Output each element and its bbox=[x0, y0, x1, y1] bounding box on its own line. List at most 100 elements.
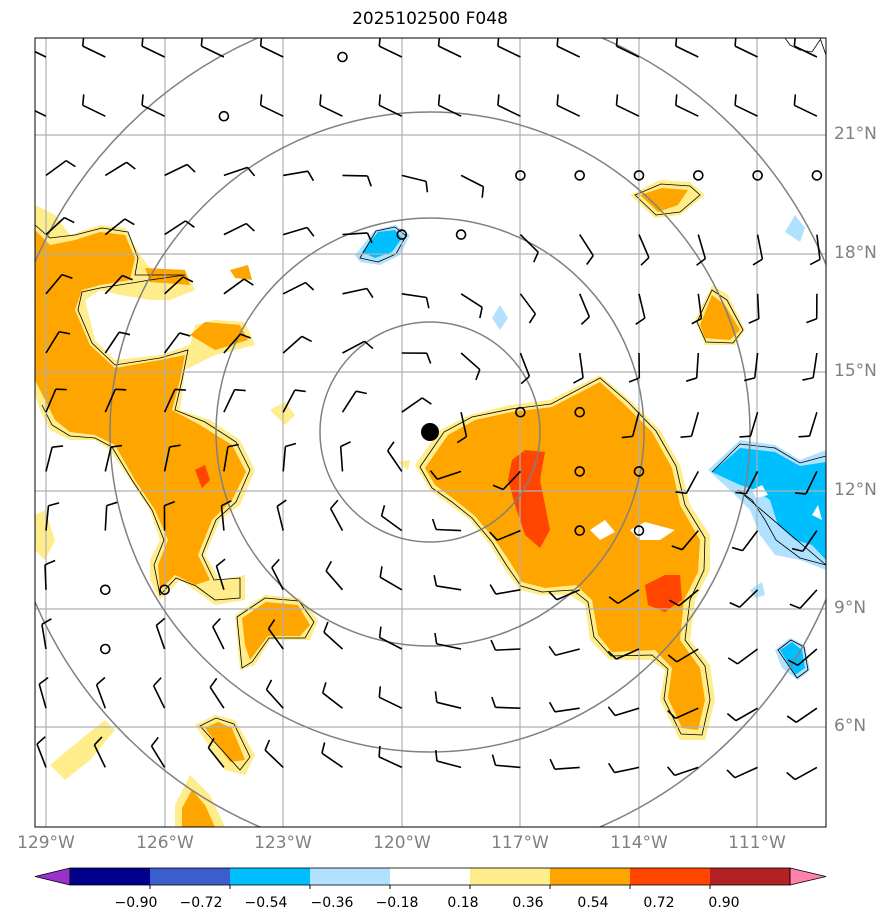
wind-barb-feather bbox=[431, 518, 437, 530]
wind-barb-feather bbox=[731, 546, 743, 552]
wind-barb-shaft bbox=[794, 104, 818, 117]
calm-wind-marker bbox=[218, 110, 230, 122]
wind-barb-shaft bbox=[497, 104, 521, 117]
wind-barb-feather bbox=[556, 94, 559, 106]
wind-barb-feather bbox=[786, 771, 796, 781]
calm-wind-marker bbox=[811, 170, 823, 181]
wind-barb-feather bbox=[607, 706, 616, 717]
wind-barb-shaft bbox=[460, 352, 481, 371]
wind-barb-feather bbox=[793, 38, 796, 47]
lon-label-114: 114°W bbox=[610, 833, 668, 853]
wind-barb-shaft bbox=[436, 528, 462, 532]
wind-barb-shaft bbox=[816, 234, 821, 260]
lon-label-129: 129°W bbox=[17, 833, 75, 853]
wind-barb-shaft bbox=[282, 226, 308, 236]
colorbar-frame bbox=[69, 867, 791, 886]
wind-barb-feather bbox=[169, 444, 181, 448]
wind-barb-feather bbox=[243, 278, 254, 286]
lat-label-6: 6°N bbox=[834, 716, 867, 736]
wind-barb-feather bbox=[735, 491, 747, 495]
wind-barb-feather bbox=[52, 445, 64, 448]
wind-barb-shaft bbox=[95, 684, 107, 709]
wind-barb-shaft bbox=[82, 45, 106, 58]
wind-barb-feather bbox=[680, 435, 692, 438]
wind-barb-shaft bbox=[271, 567, 284, 591]
wind-barb-shaft bbox=[321, 752, 343, 769]
graticule bbox=[35, 38, 826, 827]
wind-barb-feather bbox=[798, 435, 810, 438]
wind-barb-feather bbox=[793, 94, 797, 106]
wind-barb-feather bbox=[58, 330, 71, 335]
wind-barb-feather bbox=[809, 258, 821, 266]
calm-wind-marker bbox=[455, 229, 467, 240]
wind-barb-shaft bbox=[104, 505, 108, 531]
wind-barb-feather bbox=[532, 251, 539, 263]
wind-barb-feather bbox=[675, 491, 687, 495]
wind-barb-feather bbox=[691, 317, 702, 325]
wind-barb-feather bbox=[548, 701, 556, 713]
wind-barb-shaft bbox=[342, 232, 368, 236]
wind-barb-feather bbox=[366, 232, 373, 244]
lon-label-117: 117°W bbox=[491, 833, 549, 853]
wind-barb-shaft bbox=[745, 471, 759, 495]
wind-barb-feather bbox=[174, 388, 186, 391]
wind-barb-shaft bbox=[495, 706, 521, 709]
wind-barb-shaft bbox=[734, 766, 758, 779]
wind-barb-shaft bbox=[401, 293, 427, 299]
wind-barb-shaft bbox=[163, 446, 171, 472]
wind-barb-feather bbox=[426, 352, 432, 364]
wind-barb-feather bbox=[667, 766, 676, 776]
wind-barb-shaft bbox=[614, 766, 640, 774]
colorbar-segment bbox=[230, 868, 311, 885]
wind-barb-shaft bbox=[675, 45, 699, 58]
wind-barb-shaft bbox=[737, 648, 759, 665]
map-title: 2025102500 F048 bbox=[352, 9, 508, 29]
wind-barb-shaft bbox=[615, 648, 640, 660]
wind-barb-feather bbox=[489, 584, 497, 595]
colorbar-segment bbox=[310, 868, 391, 885]
wind-barb-feather bbox=[330, 499, 339, 510]
wind-barb-shaft bbox=[681, 530, 699, 551]
wind-barb-shaft bbox=[319, 104, 343, 117]
wind-barb-feather bbox=[789, 603, 801, 610]
wind-barb-shaft bbox=[735, 707, 758, 722]
wind-barb-shaft bbox=[322, 692, 343, 709]
wind-barb-shaft bbox=[631, 411, 640, 437]
wind-barb-feather bbox=[306, 226, 315, 237]
wind-barb-feather bbox=[726, 713, 737, 722]
wind-barb-feather bbox=[621, 435, 633, 439]
wind-barb-shaft bbox=[578, 293, 591, 318]
wind-barb-shaft bbox=[617, 589, 640, 605]
wind-barb-shaft bbox=[260, 104, 284, 117]
wind-barb-feather bbox=[245, 222, 255, 232]
wind-barb-shaft bbox=[734, 45, 758, 58]
wind-barb-shaft bbox=[519, 293, 537, 315]
wind-barb-shaft bbox=[378, 696, 403, 709]
wind-barb-shaft bbox=[734, 104, 758, 117]
wind-barb-shaft bbox=[282, 335, 303, 354]
wind-barb-feather bbox=[141, 94, 144, 106]
wind-barb-shaft bbox=[381, 515, 403, 532]
wind-barb-feather bbox=[267, 619, 276, 630]
wind-barb-feather bbox=[635, 317, 646, 325]
wind-barb-shaft bbox=[794, 45, 818, 58]
wind-barb-feather bbox=[573, 377, 584, 384]
wind-barb-feather bbox=[23, 94, 24, 105]
calm-wind-marker bbox=[574, 466, 586, 477]
wind-barb-shaft bbox=[695, 352, 700, 379]
wind-barb-feather bbox=[319, 94, 322, 106]
wind-barb-feather bbox=[182, 276, 194, 283]
wind-barb-feather bbox=[366, 175, 372, 187]
wind-barb-shaft bbox=[616, 45, 640, 58]
wind-barb-feather bbox=[479, 307, 483, 319]
lon-label-126: 126°W bbox=[136, 833, 194, 853]
wind-barb-shaft bbox=[141, 104, 165, 117]
storm-center-marker bbox=[421, 423, 439, 441]
wind-barb-feather bbox=[23, 35, 24, 46]
wind-barb-shaft bbox=[276, 506, 284, 531]
calm-wind-marker bbox=[574, 525, 586, 536]
calm-wind-marker bbox=[100, 643, 111, 655]
wind-barb-feather bbox=[421, 397, 432, 405]
wind-barb-feather bbox=[379, 566, 383, 578]
wind-barb-feather bbox=[608, 596, 619, 605]
